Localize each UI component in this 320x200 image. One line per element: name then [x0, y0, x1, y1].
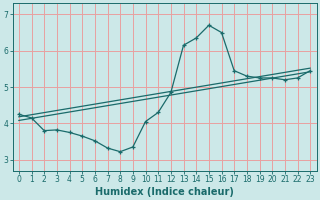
X-axis label: Humidex (Indice chaleur): Humidex (Indice chaleur): [95, 187, 234, 197]
